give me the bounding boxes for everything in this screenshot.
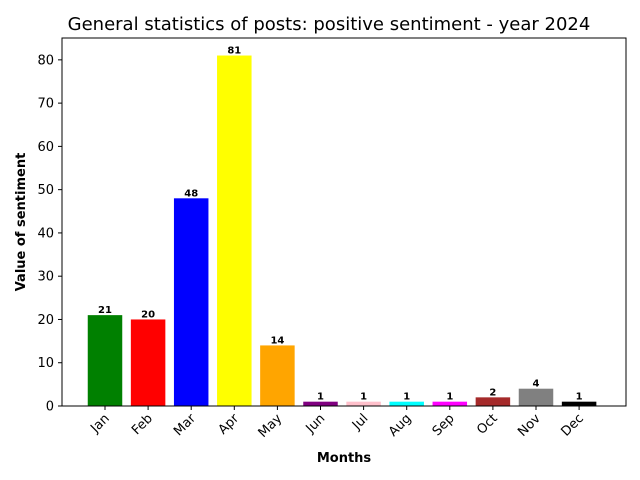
data-label-aug: 1 bbox=[403, 392, 410, 403]
x-tick-label-may: May bbox=[256, 411, 286, 441]
y-axis-label: Value of sentiment bbox=[14, 153, 29, 292]
bar-jun bbox=[303, 401, 338, 406]
data-label-may: 14 bbox=[270, 335, 284, 346]
bar-mar bbox=[173, 198, 209, 406]
x-tick-label-oct: Oct bbox=[474, 411, 501, 438]
data-label-feb: 20 bbox=[141, 309, 155, 320]
y-tick-label: 70 bbox=[37, 97, 54, 112]
data-label-dec: 1 bbox=[576, 392, 583, 403]
data-label-jan: 21 bbox=[98, 305, 112, 316]
y-tick-label: 30 bbox=[37, 270, 54, 285]
y-tick-label: 80 bbox=[37, 53, 54, 68]
bar-feb bbox=[130, 319, 166, 406]
y-tick-label: 10 bbox=[37, 356, 54, 371]
data-label-jun: 1 bbox=[317, 392, 324, 403]
data-label-oct: 2 bbox=[489, 387, 496, 398]
y-axis: 0 10 20 30 40 50 60 70 80 bbox=[37, 53, 62, 415]
x-tick-label-nov: Nov bbox=[515, 411, 544, 440]
x-tick-label-feb: Feb bbox=[129, 411, 156, 438]
data-label-mar: 48 bbox=[184, 188, 198, 199]
y-tick-label: 0 bbox=[46, 400, 54, 415]
bar-apr bbox=[217, 55, 252, 407]
data-label-sep: 1 bbox=[446, 392, 453, 403]
bar-jan bbox=[87, 315, 123, 406]
bars-layer bbox=[87, 55, 597, 407]
x-axis: Jan Feb Mar Apr May Jun Jul Aug Sep Oct Nov Dec bbox=[87, 406, 587, 441]
data-label-jul: 1 bbox=[360, 392, 367, 403]
x-tick-label-aug: Aug bbox=[386, 411, 415, 440]
y-tick-label: 40 bbox=[37, 226, 54, 241]
plot-frame bbox=[61, 37, 627, 407]
y-tick-label: 60 bbox=[37, 140, 54, 155]
bar-sep bbox=[432, 401, 468, 406]
y-tick-label: 20 bbox=[37, 313, 54, 328]
chart-title: General statistics of posts: positive se… bbox=[68, 14, 591, 35]
x-tick-label-jan: Jan bbox=[87, 411, 112, 436]
x-tick-label-sep: Sep bbox=[430, 411, 458, 439]
x-axis-label: Months bbox=[317, 451, 372, 466]
data-label-nov: 4 bbox=[533, 379, 540, 390]
data-label-apr: 81 bbox=[227, 46, 241, 57]
bar-nov bbox=[518, 388, 554, 406]
y-tick-label: 50 bbox=[37, 183, 54, 198]
x-tick-label-apr: Apr bbox=[216, 411, 243, 438]
x-tick-label-mar: Mar bbox=[171, 411, 199, 439]
x-tick-label-dec: Dec bbox=[559, 411, 587, 439]
x-tick-label-jun: Jun bbox=[303, 411, 329, 437]
x-tick-label-jul: Jul bbox=[349, 411, 371, 433]
bar-may bbox=[260, 345, 295, 406]
bar-aug bbox=[389, 401, 424, 406]
bar-dec bbox=[561, 401, 597, 406]
bar-jul bbox=[346, 401, 381, 406]
bar-oct bbox=[475, 397, 511, 406]
data-labels-layer: 21 20 48 81 14 1 1 1 1 2 4 1 bbox=[98, 46, 583, 403]
